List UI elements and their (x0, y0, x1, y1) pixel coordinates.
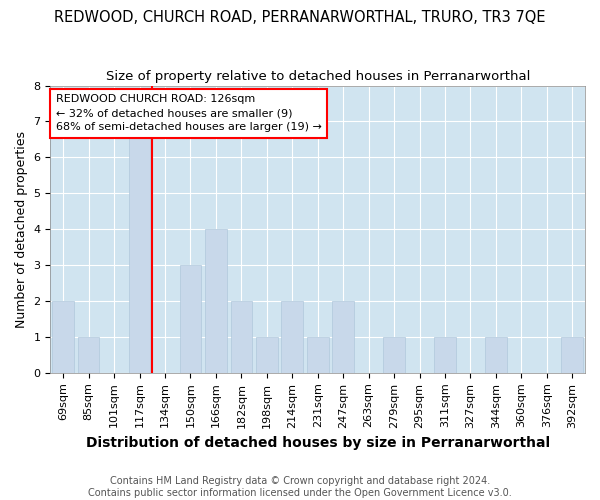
Bar (205, 229, 227, 373)
Bar (179, 265, 201, 373)
Bar (332, 301, 354, 373)
Bar (52, 301, 74, 373)
Bar (562, 337, 583, 373)
Bar (78, 337, 100, 373)
Y-axis label: Number of detached properties: Number of detached properties (15, 130, 28, 328)
Bar (383, 337, 405, 373)
Text: REDWOOD, CHURCH ROAD, PERRANARWORTHAL, TRURO, TR3 7QE: REDWOOD, CHURCH ROAD, PERRANARWORTHAL, T… (54, 10, 546, 25)
Text: REDWOOD CHURCH ROAD: 126sqm
← 32% of detached houses are smaller (9)
68% of semi: REDWOOD CHURCH ROAD: 126sqm ← 32% of det… (56, 94, 322, 132)
Text: Contains HM Land Registry data © Crown copyright and database right 2024.
Contai: Contains HM Land Registry data © Crown c… (88, 476, 512, 498)
Bar (485, 337, 507, 373)
X-axis label: Distribution of detached houses by size in Perranarworthal: Distribution of detached houses by size … (86, 436, 550, 450)
Bar (256, 337, 278, 373)
Bar (230, 301, 252, 373)
Title: Size of property relative to detached houses in Perranarworthal: Size of property relative to detached ho… (106, 70, 530, 83)
Bar (281, 301, 303, 373)
Bar (128, 122, 151, 373)
Bar (307, 337, 329, 373)
Bar (434, 337, 456, 373)
